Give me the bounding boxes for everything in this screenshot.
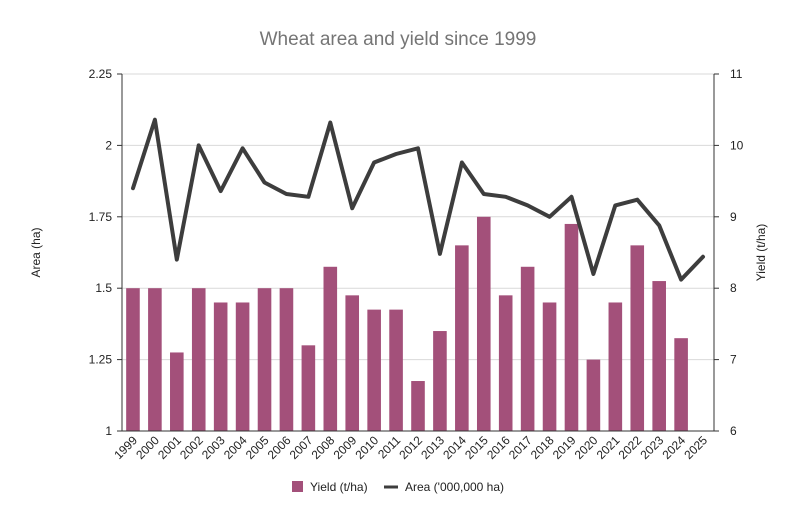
yield-bar <box>586 359 601 431</box>
yield-bar <box>323 266 338 431</box>
left-tick-label: 1 <box>105 424 112 438</box>
x-tick-label: 2022 <box>616 433 645 462</box>
left-tick-label: 1.5 <box>95 281 112 295</box>
x-tick-label: 2012 <box>396 433 425 462</box>
left-tick-label: 1.25 <box>89 353 113 367</box>
yield-bar <box>652 281 666 431</box>
yield-bar <box>608 302 623 431</box>
left-tick-label: 1.75 <box>89 210 113 224</box>
yield-bar <box>235 302 250 431</box>
yield-bar <box>674 338 688 431</box>
right-tick-label: 11 <box>730 67 743 81</box>
x-tick-label: 2015 <box>462 433 491 462</box>
x-tick-label: 2001 <box>155 433 184 462</box>
yield-bar <box>520 266 535 431</box>
yield-bar <box>213 302 228 431</box>
x-tick-label: 2002 <box>177 433 206 462</box>
x-tick-label: 2006 <box>265 433 294 462</box>
x-tick-label: 2023 <box>638 433 667 462</box>
right-tick-label: 10 <box>730 138 744 152</box>
yield-bar <box>389 309 403 431</box>
legend-yield-swatch <box>292 481 303 492</box>
x-tick-label: 2011 <box>375 433 403 461</box>
left-tick-label: 2 <box>105 138 112 152</box>
x-tick-label: 1999 <box>111 433 140 462</box>
yield-bar <box>126 288 140 431</box>
x-tick-label: 2010 <box>352 433 381 462</box>
x-tick-label: 2014 <box>440 433 469 462</box>
x-tick-label: 2007 <box>287 433 316 462</box>
yield-bar <box>630 245 645 431</box>
x-tick-label: 2013 <box>418 433 447 462</box>
yield-bar <box>148 288 162 431</box>
yield-bar <box>367 309 381 431</box>
yield-bar <box>498 295 513 431</box>
area-line <box>131 117 705 282</box>
right-tick-label: 6 <box>730 424 737 438</box>
x-tick-label: 2005 <box>243 433 272 462</box>
yield-bar <box>257 288 272 431</box>
left-tick-label: 2.25 <box>89 67 113 81</box>
yield-bar <box>564 223 579 431</box>
legend-yield-label: Yield (t/ha) <box>310 480 368 494</box>
x-tick-label: 2008 <box>309 433 338 462</box>
legend: Yield (t/ha) Area ('000,000 ha) <box>292 480 504 494</box>
yield-bar <box>542 302 557 431</box>
x-tick-label: 2009 <box>331 433 360 462</box>
x-tick-label: 2024 <box>659 433 688 462</box>
yield-bar <box>476 216 491 431</box>
right-axis-title: Yield (t/ha) <box>754 224 768 282</box>
x-tick-label: 2004 <box>221 433 250 462</box>
x-tick-label: 2025 <box>681 433 710 462</box>
right-tick-label: 8 <box>730 281 737 295</box>
left-axis-title: Area (ha) <box>29 227 43 277</box>
x-tick-label: 2000 <box>133 433 162 462</box>
yield-bar <box>455 245 469 431</box>
legend-area-label: Area ('000,000 ha) <box>405 480 504 494</box>
yield-bar <box>301 345 316 431</box>
x-tick-label: 2019 <box>550 433 579 462</box>
yield-bar <box>345 295 360 431</box>
x-tick-label: 2017 <box>506 433 535 462</box>
x-tick-label: 2021 <box>594 433 623 462</box>
chart-title: Wheat area and yield since 1999 <box>260 29 537 50</box>
right-tick-label: 7 <box>730 353 737 367</box>
x-tick-label: 2003 <box>199 433 228 462</box>
x-tick-label: 2018 <box>528 433 557 462</box>
x-tick-label: 2016 <box>484 433 513 462</box>
area-line-layer <box>131 117 705 282</box>
right-tick-label: 9 <box>730 210 737 224</box>
yield-bar <box>433 331 447 431</box>
x-tick-label: 2020 <box>572 433 601 462</box>
gridlines <box>122 73 714 361</box>
yield-bar <box>411 381 425 431</box>
yield-bar <box>191 288 206 431</box>
yield-bar <box>279 288 294 431</box>
yield-bar <box>170 352 184 431</box>
yield-bars <box>126 216 688 431</box>
